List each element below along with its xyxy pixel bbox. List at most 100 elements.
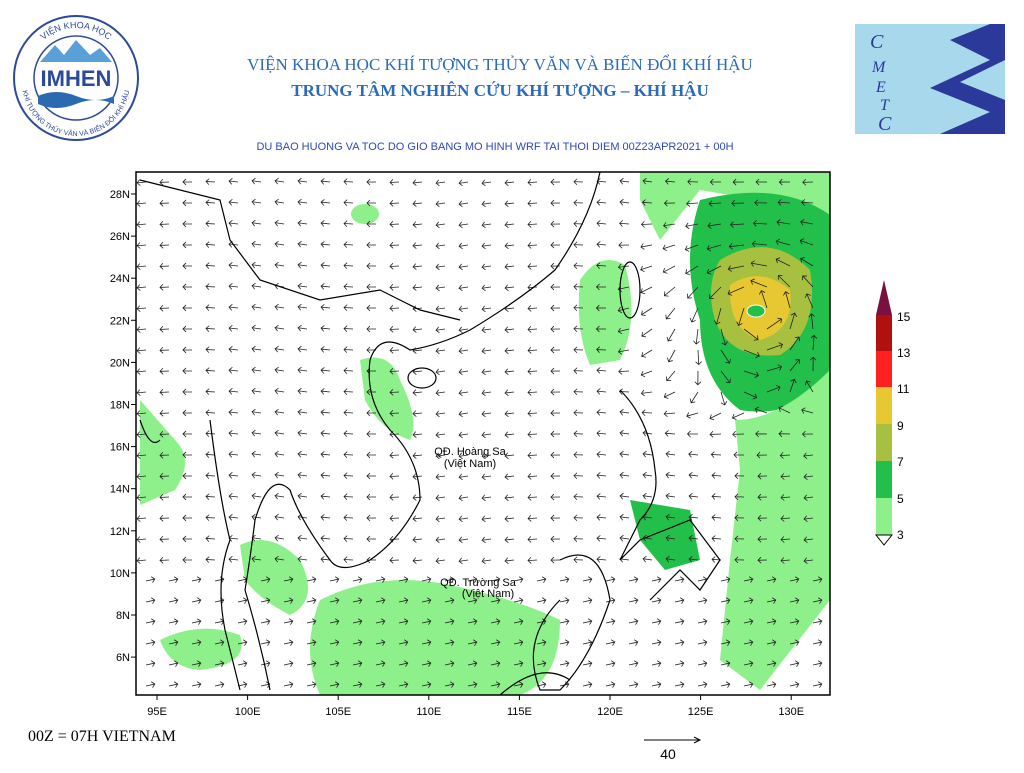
- wind-arrow: [343, 325, 354, 332]
- lon-label: 130E: [778, 706, 804, 718]
- wind-arrow: [752, 220, 768, 227]
- wind-arrow: [504, 452, 515, 459]
- wind-arrow: [458, 536, 469, 544]
- wind-arrow: [251, 534, 262, 542]
- wind-arrow: [775, 257, 791, 267]
- wind-arrow: [159, 389, 170, 396]
- wind-arrow: [667, 349, 676, 363]
- wind-arrow: [136, 410, 147, 417]
- wind-arrow: [191, 681, 202, 688]
- wind-arrow: [536, 639, 547, 646]
- wind-arrow: [481, 494, 492, 502]
- wind-arrow: [559, 618, 570, 625]
- wind-arrow: [812, 681, 823, 688]
- wind-arrow: [780, 536, 791, 543]
- wind-arrow: [527, 494, 538, 501]
- wind-arrow: [398, 681, 409, 688]
- wind-arrow: [527, 263, 538, 270]
- wind-arrow: [789, 639, 800, 646]
- wind-arrow: [251, 387, 262, 395]
- wind-arrow: [366, 178, 377, 186]
- wind-arrow: [490, 597, 501, 604]
- wind-arrow: [666, 328, 676, 342]
- wind-arrow: [136, 305, 147, 312]
- wind-arrow: [504, 263, 515, 270]
- wind-arrow: [182, 409, 193, 417]
- wind-arrow: [168, 618, 179, 625]
- wind-arrow: [389, 473, 400, 480]
- wind-arrow: [595, 304, 607, 312]
- wind-arrow: [783, 291, 791, 309]
- wind-arrow: [444, 576, 455, 583]
- wind-arrow: [605, 618, 616, 625]
- wind-arrow: [389, 326, 400, 333]
- wind-arrow: [618, 368, 630, 375]
- wind-arrow: [159, 557, 170, 564]
- wind-arrow: [136, 263, 147, 270]
- wind-arrow: [688, 534, 699, 542]
- wind-arrow: [800, 257, 814, 267]
- wind-arrow: [274, 219, 285, 227]
- wind-arrow: [182, 346, 193, 354]
- wind-arrow: [720, 349, 731, 364]
- wind-arrow: [550, 493, 561, 501]
- wind-arrow: [481, 263, 492, 271]
- wind-arrow: [389, 200, 400, 207]
- wind-arrow: [297, 261, 308, 269]
- wind-arrow: [191, 576, 202, 583]
- wind-arrow: [596, 535, 607, 542]
- wind-arrow: [329, 681, 340, 688]
- wind-arrow: [320, 388, 331, 395]
- wind-arrow: [283, 639, 294, 646]
- wind-arrow: [205, 367, 216, 374]
- wind-arrow: [306, 597, 317, 604]
- wind-arrow: [237, 639, 248, 646]
- wind-arrow: [306, 681, 317, 688]
- wind-arrow: [720, 681, 731, 688]
- wind-arrow: [320, 283, 331, 290]
- wind-arrow: [136, 515, 147, 522]
- wind-arrow: [421, 660, 432, 667]
- wind-arrow: [306, 639, 317, 646]
- wind-arrow: [596, 514, 607, 521]
- wind-arrow: [421, 639, 432, 646]
- wind-arrow: [628, 618, 639, 625]
- wind-arrow: [582, 576, 593, 583]
- wind-arrow: [789, 597, 800, 604]
- wind-arrow: [228, 283, 239, 290]
- wind-arrow: [743, 681, 754, 688]
- wind-arrow: [205, 514, 216, 521]
- wind-arrow: [228, 304, 239, 311]
- wind-arrow: [297, 555, 308, 563]
- logo-letter: C: [870, 31, 884, 53]
- lon-label: 100E: [235, 706, 261, 718]
- wind-arrow: [283, 618, 294, 625]
- wind-arrow: [458, 179, 469, 187]
- wind-arrow: [136, 179, 147, 186]
- wind-arrow: [274, 408, 285, 416]
- wind-arrow: [582, 639, 593, 646]
- wind-arrow: [343, 220, 354, 227]
- wind-arrow: [801, 407, 814, 414]
- wind-arrow: [205, 199, 216, 206]
- wind-arrow: [366, 472, 377, 480]
- wind-arrow: [251, 345, 262, 353]
- wind-arrow: [467, 681, 478, 688]
- wind-arrow: [641, 328, 653, 338]
- wind-arrow: [182, 262, 193, 270]
- wind-arrow: [513, 597, 524, 604]
- logo-right: C M E T C: [855, 24, 1005, 135]
- wind-arrow: [743, 597, 754, 604]
- wind-arrow: [412, 410, 423, 417]
- logo-left: VIỆN KHOA HỌC KHÍ TƯỢNG THỦY VĂN VÀ BIẾN…: [13, 15, 139, 141]
- wind-arrow: [444, 681, 455, 688]
- wind-arrow: [182, 535, 193, 543]
- wind-arrow: [504, 557, 515, 564]
- wind-arrow: [800, 218, 814, 226]
- legend-level: 9: [897, 419, 904, 433]
- wind-arrow: [619, 450, 630, 458]
- wind-arrow: [343, 388, 354, 395]
- wind-arrow: [205, 451, 216, 458]
- wind-arrow: [743, 576, 754, 583]
- wind-arrow: [159, 179, 170, 186]
